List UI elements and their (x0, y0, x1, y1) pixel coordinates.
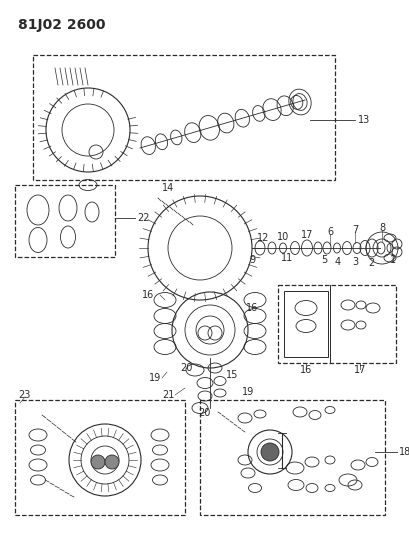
Text: 20: 20 (180, 363, 192, 373)
Text: 13: 13 (358, 115, 370, 125)
Text: 16: 16 (300, 365, 312, 375)
Text: 9: 9 (249, 255, 255, 265)
Bar (278, 285, 396, 363)
Text: 20: 20 (198, 408, 210, 418)
Bar (15, 400, 185, 515)
Text: 12: 12 (257, 233, 269, 243)
Text: 8: 8 (379, 223, 385, 233)
Text: 4: 4 (335, 257, 341, 267)
Text: 15: 15 (226, 370, 238, 380)
Circle shape (105, 455, 119, 469)
Text: 16: 16 (142, 290, 154, 300)
Text: 1: 1 (390, 255, 396, 265)
Text: 23: 23 (18, 390, 30, 400)
Bar (15, 185, 115, 257)
Text: 10: 10 (277, 232, 289, 242)
Text: 81J02 2600: 81J02 2600 (18, 18, 106, 32)
Text: 11: 11 (281, 253, 293, 263)
Text: 18: 18 (399, 447, 409, 457)
Text: 5: 5 (321, 255, 327, 265)
Circle shape (91, 455, 105, 469)
Bar (200, 400, 385, 515)
Bar (33, 55, 335, 180)
Text: 17: 17 (354, 365, 366, 375)
Bar (284, 291, 328, 357)
Text: 7: 7 (352, 225, 358, 235)
Text: 19: 19 (149, 373, 161, 383)
Text: 17: 17 (301, 230, 313, 240)
Circle shape (261, 443, 279, 461)
Text: 3: 3 (352, 257, 358, 267)
Text: 19: 19 (242, 387, 254, 397)
Text: 2: 2 (368, 258, 374, 268)
Text: 21: 21 (162, 390, 174, 400)
Text: 14: 14 (162, 183, 174, 193)
Text: 16: 16 (246, 303, 258, 313)
Text: 22: 22 (137, 213, 150, 223)
Text: 6: 6 (327, 227, 333, 237)
